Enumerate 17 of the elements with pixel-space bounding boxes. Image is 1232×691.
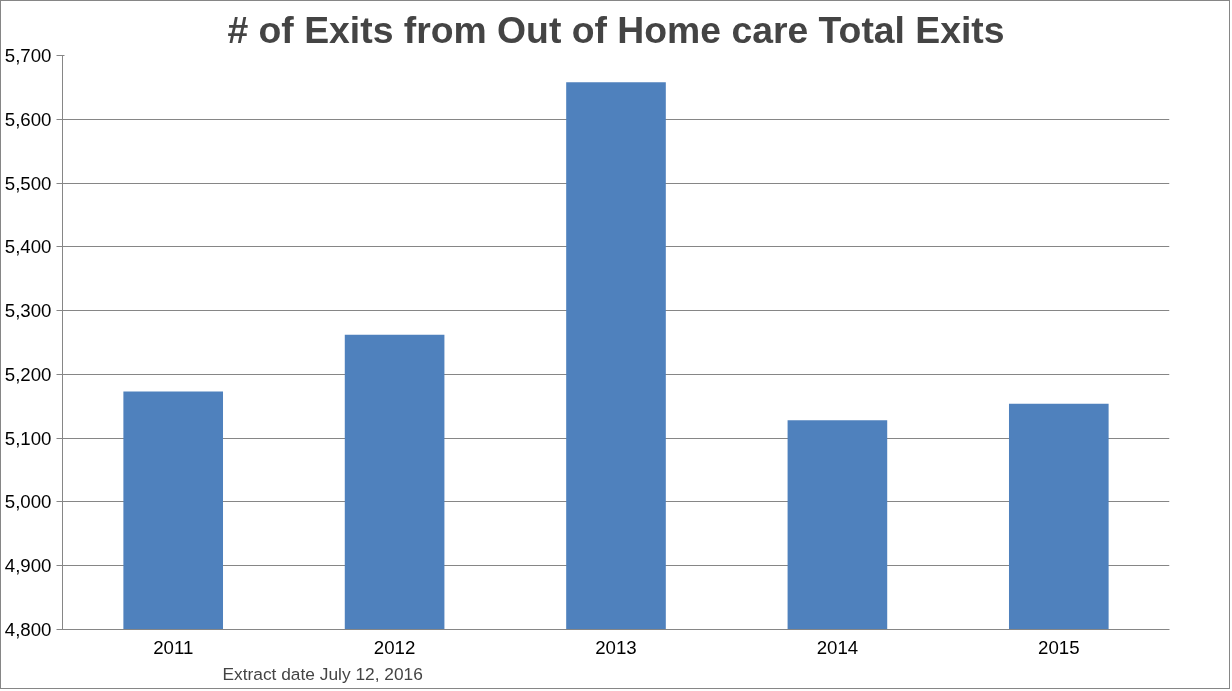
y-tick-label: 4,800: [4, 619, 52, 640]
y-tick-label: 5,500: [4, 172, 52, 194]
y-tick-label: 5,700: [4, 45, 52, 66]
y-tick-label: 5,400: [4, 236, 52, 258]
x-tick-label: 2015: [1038, 636, 1080, 658]
y-tick-label: 5,200: [4, 363, 52, 385]
x-tick-label: 2013: [595, 636, 637, 658]
x-tick-label: 2012: [373, 636, 416, 658]
y-tick-label: 5,100: [4, 427, 52, 449]
y-tick-label: 4,900: [4, 555, 52, 577]
x-tick-label: 2014: [816, 636, 859, 658]
x-tick-label: 2011: [153, 636, 194, 658]
y-tick-label: 5,300: [4, 300, 52, 322]
text: Extract date July 12, 2016: [222, 663, 423, 684]
y-tick-label: 5,600: [4, 108, 52, 130]
y-tick-label: 5,000: [4, 491, 52, 513]
chart-title: # of Exits from Out of Home care Total Exits: [227, 8, 1005, 51]
